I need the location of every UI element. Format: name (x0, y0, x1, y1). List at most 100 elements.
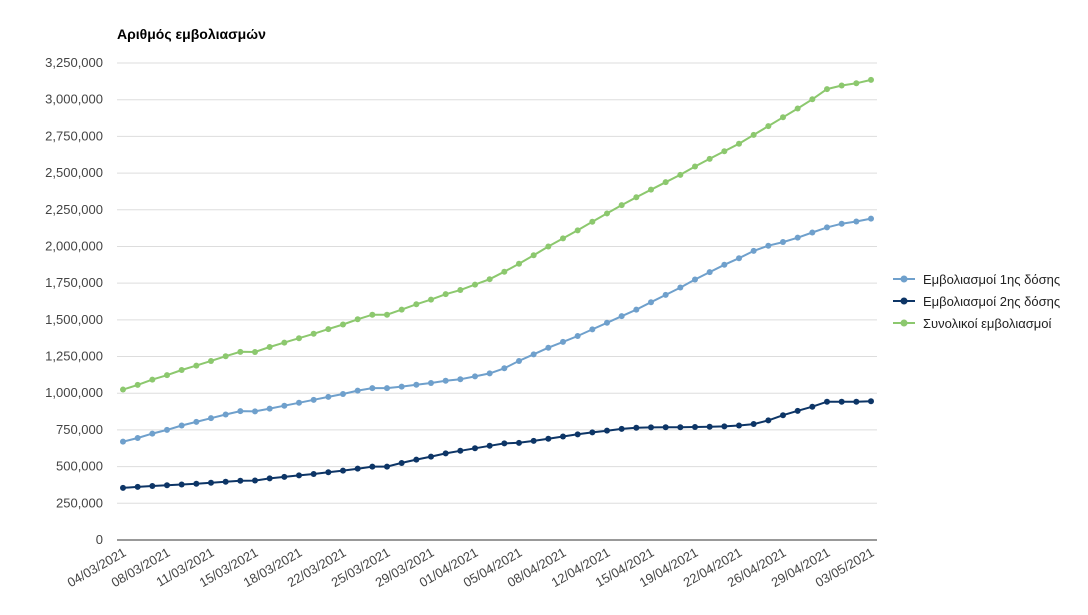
data-point (574, 431, 581, 438)
gridlines (117, 62, 877, 541)
y-tick-label: 500,000 (56, 459, 103, 474)
data-point (530, 351, 537, 358)
y-tick-label: 2,750,000 (45, 128, 103, 143)
data-point (472, 281, 478, 288)
data-point (824, 398, 830, 405)
data-point (398, 306, 405, 313)
data-point (677, 284, 684, 291)
data-point (736, 422, 742, 429)
data-point (178, 422, 185, 429)
data-point (384, 385, 390, 392)
data-point (501, 268, 508, 275)
data-point (721, 148, 728, 155)
data-point (296, 335, 302, 342)
series-group (120, 76, 874, 491)
data-point (662, 424, 669, 431)
data-point (560, 433, 566, 440)
data-point (589, 326, 596, 333)
data-point (457, 376, 464, 383)
series-2 (120, 398, 874, 491)
data-point (853, 80, 860, 87)
data-point (677, 424, 684, 431)
data-point (574, 227, 581, 234)
data-point (428, 296, 434, 303)
data-point (296, 472, 302, 479)
data-point (354, 465, 361, 472)
legend-item: Συνολικοί εμβολιασμοί (893, 316, 1051, 331)
data-point (809, 96, 816, 103)
data-point (648, 424, 654, 431)
data-point (692, 276, 698, 283)
data-point (252, 348, 258, 355)
data-point (457, 287, 464, 294)
data-point (310, 470, 317, 477)
data-point (281, 402, 288, 409)
data-point (149, 430, 156, 437)
data-point (794, 234, 801, 241)
data-point (237, 408, 244, 415)
data-point (853, 218, 860, 225)
data-point (134, 381, 141, 388)
data-point (398, 459, 405, 466)
data-point (706, 423, 713, 430)
data-point (442, 291, 449, 298)
data-point (208, 357, 214, 364)
data-point (134, 483, 141, 490)
data-point (560, 338, 566, 345)
data-point (750, 247, 757, 254)
y-tick-label: 2,500,000 (45, 165, 103, 180)
data-point (530, 252, 537, 259)
data-point (296, 399, 302, 406)
data-point (384, 311, 390, 318)
data-point (692, 163, 698, 170)
data-point (824, 224, 830, 231)
data-point (134, 434, 141, 441)
data-point (780, 239, 786, 246)
data-point (809, 403, 816, 410)
data-point (120, 386, 126, 393)
data-point (340, 321, 346, 328)
data-point (486, 370, 493, 377)
data-point (765, 123, 772, 130)
legend-item: Εμβολιασμοί 1ης δόσης (893, 272, 1060, 287)
data-point (868, 76, 874, 83)
data-point (604, 319, 610, 326)
legend: Εμβολιασμοί 1ης δόσης Εμβολιασμοί 2ης δόσ… (893, 272, 1060, 331)
data-point (222, 353, 229, 360)
data-point (501, 440, 508, 447)
data-point (736, 255, 742, 262)
data-point (164, 372, 170, 379)
data-point (794, 105, 801, 112)
data-point (457, 447, 464, 454)
data-point (692, 423, 698, 430)
data-point (428, 453, 434, 460)
data-point (208, 479, 214, 486)
data-point (413, 301, 420, 308)
data-point (486, 442, 493, 449)
data-point (120, 438, 126, 445)
data-point (633, 424, 640, 431)
data-point (164, 482, 170, 489)
data-point (633, 194, 640, 201)
data-point (838, 220, 845, 227)
data-point (838, 82, 845, 89)
data-point (398, 383, 405, 390)
series-1 (120, 215, 874, 445)
data-point (765, 417, 772, 424)
data-point (252, 408, 258, 415)
data-point (662, 179, 669, 186)
data-point (750, 421, 757, 428)
data-point (384, 463, 390, 470)
data-point (149, 482, 156, 489)
data-point (765, 242, 772, 249)
data-point (325, 393, 332, 400)
data-point (428, 379, 434, 386)
data-point (736, 140, 742, 147)
data-point (780, 412, 786, 419)
data-point (222, 478, 229, 485)
data-point (677, 171, 684, 178)
data-point (149, 376, 156, 383)
data-point (340, 467, 346, 474)
x-axis: 04/03/202108/03/202111/03/202115/03/2021… (65, 545, 877, 591)
